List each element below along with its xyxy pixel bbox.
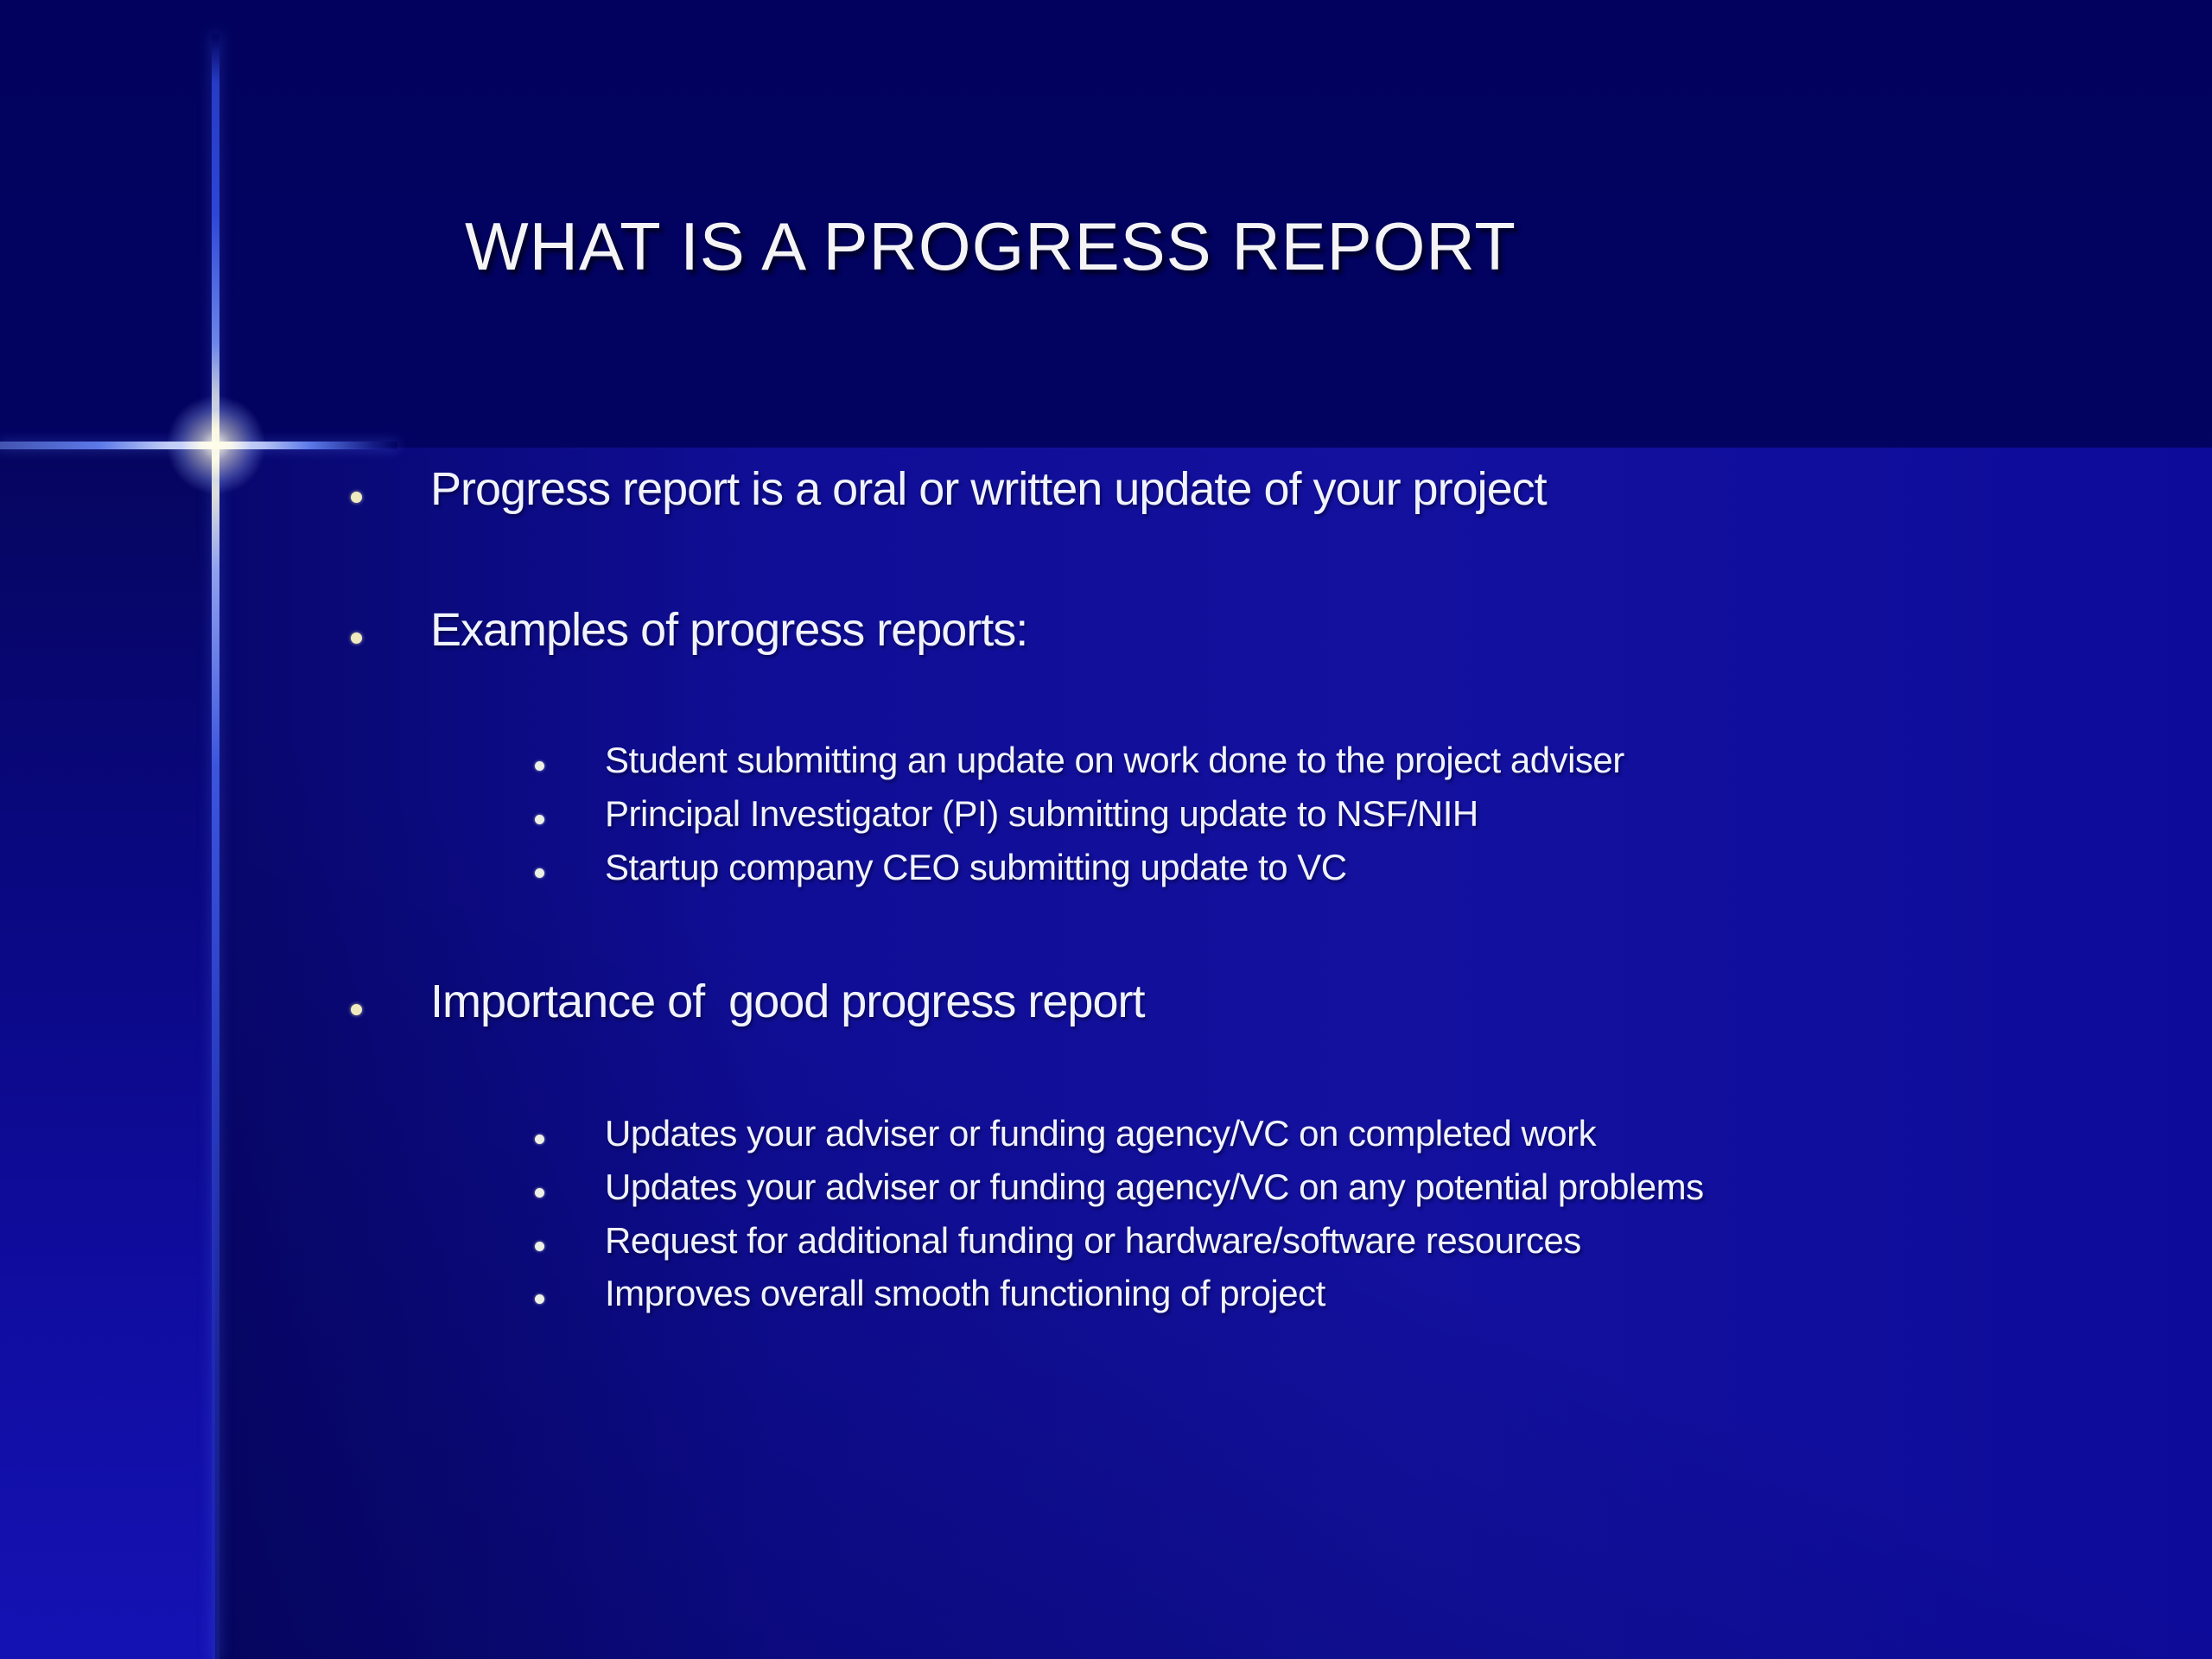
sub-bullet-text: Principal Investigator (PI) submitting u… (605, 793, 1478, 834)
bullet-text: Examples of progress reports: (430, 604, 1028, 656)
sub-bullet-text: Student submitting an update on work don… (605, 740, 1624, 780)
bullet-dot-icon (351, 491, 362, 503)
sparkle-center-glow-icon (166, 395, 266, 495)
bullet-dot-icon (351, 1003, 362, 1015)
sub-bullet-text: Updates your adviser or funding agency/V… (605, 1166, 1704, 1207)
bullet-dot-icon (535, 1134, 544, 1144)
sub-bullet-text: Request for additional funding or hardwa… (605, 1220, 1581, 1261)
bullet-dot-icon (535, 814, 544, 824)
bullet-dot-icon (535, 1294, 544, 1304)
sub-bullet-item: Request for additional funding or hardwa… (535, 1218, 1581, 1263)
sub-bullet-text: Updates your adviser or funding agency/V… (605, 1113, 1597, 1154)
bullet-dot-icon (535, 1241, 544, 1251)
slide-title: WHAT IS A PROGRESS REPORT (465, 208, 1516, 284)
sub-bullet-item: Principal Investigator (PI) submitting u… (535, 791, 1478, 836)
bullet-dot-icon (535, 760, 544, 771)
bullet-item: Examples of progress reports: (351, 602, 1028, 658)
sparkle-vertical-ray-icon (212, 35, 219, 1659)
bullet-dot-icon (535, 868, 544, 878)
bullet-text: Importance of good progress report (430, 976, 1145, 1027)
bullet-item: Importance of good progress report (351, 974, 1145, 1029)
sub-bullet-item: Improves overall smooth functioning of p… (535, 1271, 1325, 1316)
bullet-dot-icon (351, 632, 362, 644)
background-lower-main-gradient (215, 448, 2212, 1659)
sub-bullet-text: Startup company CEO submitting update to… (605, 847, 1347, 887)
sub-bullet-item: Student submitting an update on work don… (535, 738, 1624, 783)
sub-bullet-text: Improves overall smooth functioning of p… (605, 1273, 1325, 1313)
bullet-text: Progress report is a oral or written upd… (430, 463, 1548, 515)
sub-bullet-item: Updates your adviser or funding agency/V… (535, 1165, 1704, 1210)
sub-bullet-item: Updates your adviser or funding agency/V… (535, 1111, 1597, 1156)
bullet-dot-icon (535, 1187, 544, 1198)
background-lower-left-gradient (0, 448, 215, 1659)
bullet-item: Progress report is a oral or written upd… (351, 461, 1548, 517)
sub-bullet-item: Startup company CEO submitting update to… (535, 845, 1347, 890)
